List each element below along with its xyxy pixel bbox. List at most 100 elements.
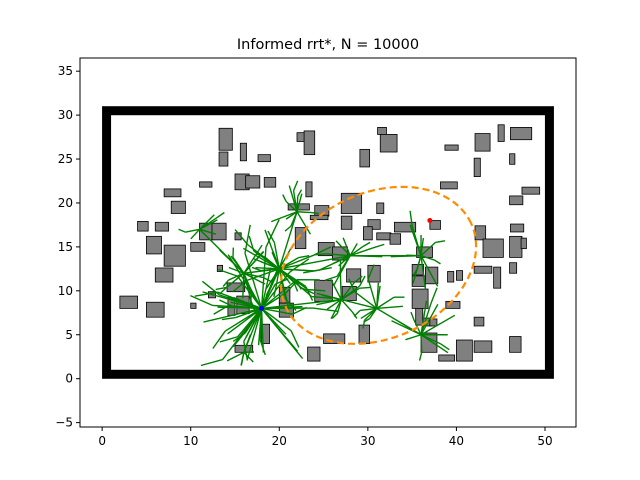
tree-edge bbox=[226, 351, 245, 362]
tree-edge bbox=[267, 230, 276, 243]
x-tick-label: 50 bbox=[537, 434, 552, 448]
tree-edge bbox=[230, 255, 245, 274]
tree-edge bbox=[226, 272, 245, 288]
obstacle bbox=[493, 266, 502, 289]
tree-edge bbox=[314, 253, 327, 256]
tree-edge bbox=[416, 255, 422, 270]
tree-edge bbox=[257, 308, 263, 346]
obstacle bbox=[394, 221, 417, 233]
obstacle bbox=[190, 242, 206, 252]
tree-edge bbox=[194, 291, 218, 297]
rrt-tree-layer bbox=[178, 180, 456, 367]
obstacle bbox=[154, 267, 174, 283]
tree-edge bbox=[260, 308, 265, 353]
obstacle bbox=[509, 195, 524, 206]
tree-edge bbox=[303, 269, 320, 274]
x-tick-label: 30 bbox=[360, 434, 375, 448]
tree-edge bbox=[376, 296, 395, 309]
obstacle bbox=[379, 134, 398, 153]
tree-edge bbox=[237, 307, 263, 338]
obstacle bbox=[170, 200, 186, 214]
tree-edge bbox=[243, 351, 254, 363]
x-axis: 0 10 20 30 40 50 bbox=[98, 427, 553, 448]
y-tick-label: 25 bbox=[58, 152, 73, 166]
tree-edge bbox=[332, 255, 351, 287]
tree-edge bbox=[178, 228, 186, 233]
tree-edge bbox=[200, 358, 223, 367]
tree-edge bbox=[376, 305, 403, 310]
tree-edge bbox=[219, 249, 245, 274]
obstacle bbox=[239, 142, 247, 162]
tree-edge bbox=[201, 280, 221, 296]
tree-edge bbox=[190, 294, 214, 307]
obstacle bbox=[190, 302, 197, 309]
obstacle bbox=[415, 307, 424, 326]
tree-edge bbox=[285, 282, 296, 294]
tree-edge bbox=[376, 285, 381, 309]
tree-edge bbox=[264, 229, 280, 270]
tree-edge bbox=[362, 241, 371, 247]
obstacle bbox=[473, 316, 485, 327]
tree-edge bbox=[278, 211, 298, 270]
tree-edge bbox=[240, 352, 245, 366]
obstacle bbox=[429, 220, 441, 230]
tree-edge bbox=[199, 214, 215, 230]
obstacle bbox=[456, 339, 473, 362]
obstacle bbox=[257, 154, 271, 163]
tree-edge bbox=[326, 253, 351, 257]
tree-edge bbox=[279, 268, 315, 272]
tree-edge bbox=[244, 252, 263, 309]
tree-edge bbox=[255, 266, 280, 270]
y-tick-label: 35 bbox=[58, 64, 73, 78]
obstacle bbox=[146, 301, 165, 318]
obstacle bbox=[218, 127, 233, 151]
axes-frame bbox=[79, 57, 577, 428]
tree-edge bbox=[418, 351, 423, 361]
obstacle bbox=[377, 127, 387, 135]
chart-title: Informed rrt*, N = 10000 bbox=[237, 37, 419, 53]
obstacle bbox=[261, 323, 270, 344]
tree-edge bbox=[420, 241, 436, 257]
tree-edge bbox=[405, 334, 422, 341]
tree-edge bbox=[307, 288, 326, 292]
tree-edge bbox=[219, 299, 233, 307]
obstacle bbox=[363, 226, 373, 241]
tree-edge bbox=[292, 180, 299, 191]
tree-edge bbox=[285, 298, 297, 311]
tree-edge bbox=[279, 254, 351, 270]
y-tick-label: 15 bbox=[58, 240, 73, 254]
tree-edge bbox=[222, 279, 230, 287]
tree-edge bbox=[284, 225, 292, 232]
y-tick-label: 10 bbox=[58, 284, 73, 298]
tree-edge bbox=[243, 251, 265, 274]
plot-area bbox=[79, 57, 577, 428]
obstacle bbox=[438, 354, 456, 362]
obstacle bbox=[473, 157, 481, 178]
tree-edge bbox=[261, 307, 287, 335]
tree-edge bbox=[420, 300, 428, 335]
tree-edge bbox=[219, 336, 238, 343]
tree-edge bbox=[250, 301, 258, 316]
tree-edge bbox=[296, 211, 312, 235]
tree-edge bbox=[350, 254, 383, 258]
tree-edge bbox=[349, 243, 358, 257]
tree-edge bbox=[212, 330, 226, 349]
tree-edge bbox=[278, 268, 287, 300]
tree-edge bbox=[341, 298, 377, 310]
obstacle bbox=[444, 144, 459, 151]
obstacle bbox=[440, 181, 458, 190]
obstacle bbox=[137, 221, 149, 232]
start-point bbox=[259, 305, 265, 311]
tree-edge bbox=[340, 285, 361, 301]
tree-edge bbox=[359, 307, 377, 312]
obstacle bbox=[376, 202, 385, 214]
tree-edge bbox=[434, 259, 441, 265]
tree-edge bbox=[190, 228, 201, 240]
tree-edge bbox=[279, 254, 315, 270]
x-tick-label: 20 bbox=[272, 434, 287, 448]
tree-edge bbox=[311, 295, 334, 300]
obstacle bbox=[119, 295, 138, 309]
tree-edge bbox=[440, 343, 450, 351]
tree-edge bbox=[218, 268, 238, 277]
